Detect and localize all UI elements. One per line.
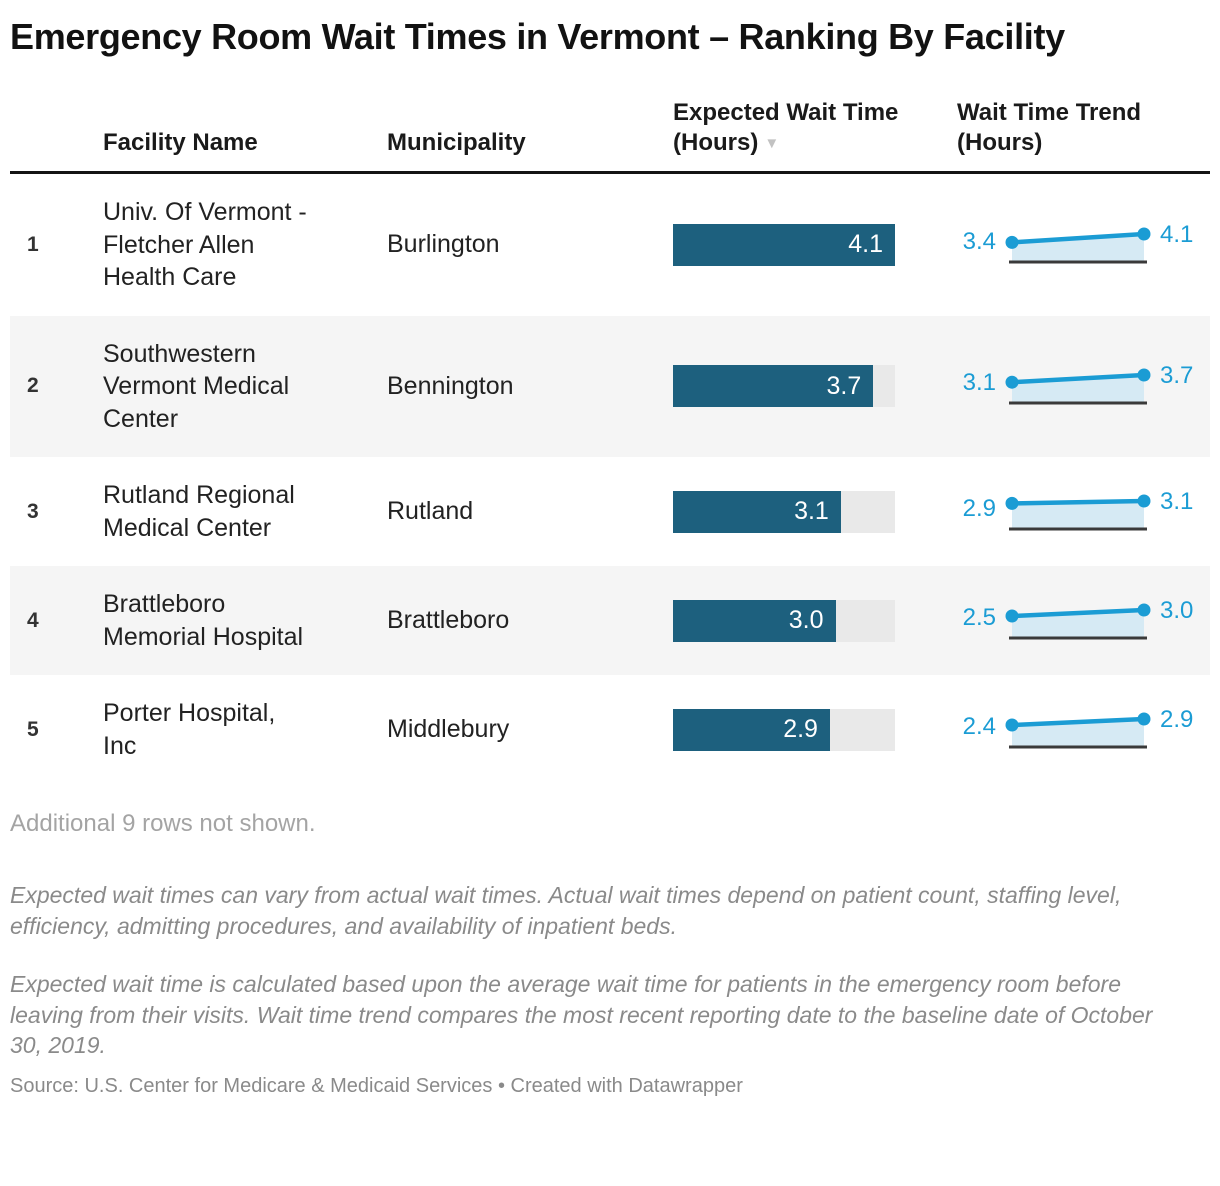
sparkline-end-dot	[1137, 603, 1151, 617]
wait-time-trend-cell: 3.1 3.7	[957, 362, 1210, 409]
sparkline-area-fill	[1012, 500, 1144, 529]
wait-time-trend-sparkline	[1005, 712, 1151, 749]
source-attribution: Source: U.S. Center for Medicare & Medic…	[10, 1074, 743, 1097]
wait-time-bar: 3.0	[673, 599, 836, 642]
trend-column-header[interactable]: Wait Time Trend (Hours)	[957, 99, 1142, 157]
trend-baseline-value: 3.1	[962, 369, 996, 397]
sparkline-end-dot	[1137, 712, 1151, 726]
wait-time-bar: 4.1	[673, 223, 895, 266]
wait-time-value: 3.0	[788, 606, 824, 635]
wait-time-bar: 3.7	[673, 365, 874, 408]
wait-time-trend-cell: 2.5 3.0	[957, 596, 1210, 644]
sparkline-start-dot	[1005, 235, 1019, 249]
wait-time-bar-track: 3.1	[673, 490, 895, 533]
wait-time-trend-cell: 3.4 4.1	[957, 220, 1210, 268]
municipality: Burlington	[387, 230, 500, 259]
table-row: 3 Rutland Regional Medical Center Rutland 3…	[10, 457, 1210, 566]
sparkline-start-dot	[1005, 718, 1019, 732]
sparkline-trend-line	[1009, 373, 1147, 385]
facility-name: Porter Hospital, Inc	[103, 699, 276, 760]
trend-baseline-value: 2.9	[962, 494, 996, 522]
municipality-column-header[interactable]: Municipality	[387, 129, 526, 157]
wait-time-value: 2.9	[783, 715, 818, 744]
trend-recent-value: 2.9	[1160, 705, 1194, 733]
wait-time-trend-cell: 2.9 3.1	[957, 487, 1210, 535]
trend-baseline-value: 2.5	[962, 603, 996, 631]
wait-time-bar-track: 4.1	[673, 223, 895, 266]
trend-baseline-value: 3.4	[962, 227, 996, 255]
wait-time-trend-cell: 2.4 2.9	[957, 705, 1210, 753]
sparkline-trend-line	[1009, 716, 1147, 727]
wait-time-value: 3.7	[826, 371, 862, 400]
trend-recent-value: 3.7	[1160, 362, 1194, 390]
trend-recent-value: 4.1	[1160, 220, 1194, 248]
expected-wait-cell: 4.1	[673, 223, 957, 266]
wait-time-trend-sparkline	[1005, 227, 1151, 264]
sparkline-trend-line	[1009, 498, 1147, 506]
municipality: Brattleboro	[387, 606, 510, 635]
expected-wait-cell: 3.1	[673, 490, 957, 533]
expected-wait-cell: 3.0	[673, 599, 957, 642]
sparkline-end-dot	[1137, 368, 1151, 382]
wait-time-column-header[interactable]: Expected Wait Time (Hours) ▼	[673, 98, 903, 158]
row-rank: 1	[27, 232, 39, 256]
row-rank: 4	[27, 608, 39, 632]
row-rank: 3	[27, 499, 39, 523]
facility-name: Rutland Regional Medical Center	[103, 481, 295, 542]
facility-name: Univ. Of Vermont - Fletcher Allen Health…	[103, 198, 307, 292]
sparkline-trend-line	[1009, 607, 1147, 618]
sparkline-end-dot	[1137, 494, 1151, 508]
wait-time-value: 4.1	[848, 230, 883, 259]
page-title: Emergency Room Wait Times in Vermont – R…	[10, 16, 1065, 57]
expected-wait-cell: 2.9	[673, 708, 957, 751]
wait-time-bar-track: 3.7	[673, 365, 895, 408]
expected-wait-cell: 3.7	[673, 365, 957, 408]
footnote-methodology: Expected wait time is calculated based u…	[10, 971, 1153, 1059]
trend-recent-value: 3.0	[1160, 596, 1194, 624]
facility-name: Southwestern Vermont Medical Center	[103, 339, 290, 433]
footnote-disclaimer: Expected wait times can vary from actual…	[10, 882, 1122, 939]
wait-time-column-label: Expected Wait Time (Hours)	[673, 99, 899, 157]
more-rows-note: Additional 9 rows not shown.	[10, 810, 316, 838]
row-rank: 5	[27, 717, 39, 741]
wait-time-trend-sparkline	[1005, 494, 1151, 531]
municipality: Bennington	[387, 371, 514, 400]
municipality: Rutland	[387, 497, 474, 526]
sparkline-trend-line	[1009, 231, 1147, 245]
sparkline-start-dot	[1005, 376, 1019, 390]
wait-time-trend-sparkline	[1005, 603, 1151, 640]
trend-recent-value: 3.1	[1160, 487, 1194, 515]
wait-time-bar: 2.9	[673, 708, 830, 751]
facility-column-header[interactable]: Facility Name	[103, 129, 258, 157]
sparkline-end-dot	[1137, 227, 1151, 241]
table-header-row: Facility Name Municipality Expected Wait…	[10, 98, 1210, 175]
facility-name: Brattleboro Memorial Hospital	[103, 590, 304, 651]
wait-time-bar-track: 2.9	[673, 708, 895, 751]
table-row: 4 Brattleboro Memorial Hospital Brattlebor…	[10, 566, 1210, 676]
sparkline-area-fill	[1012, 718, 1144, 747]
wait-time-bar: 3.1	[673, 490, 841, 533]
wait-time-bar-track: 3.0	[673, 599, 895, 642]
trend-baseline-value: 2.4	[962, 712, 996, 740]
row-rank: 2	[27, 374, 39, 398]
wait-time-trend-sparkline	[1005, 368, 1151, 405]
sparkline-start-dot	[1005, 496, 1019, 510]
table-row: 5 Porter Hospital, Inc Middlebury 2.9 2.4 2.9	[10, 675, 1210, 784]
sparkline-start-dot	[1005, 609, 1019, 623]
sparkline-area-fill	[1012, 609, 1144, 638]
municipality: Middlebury	[387, 715, 510, 744]
table-row: 1 Univ. Of Vermont - Fletcher Allen Healt…	[10, 174, 1210, 316]
sort-descending-icon[interactable]: ▼	[764, 135, 780, 153]
wait-time-value: 3.1	[794, 497, 829, 526]
table-body: 1 Univ. Of Vermont - Fletcher Allen Healt…	[10, 174, 1210, 784]
table-row: 2 Southwestern Vermont Medical Center Benn…	[10, 315, 1210, 458]
